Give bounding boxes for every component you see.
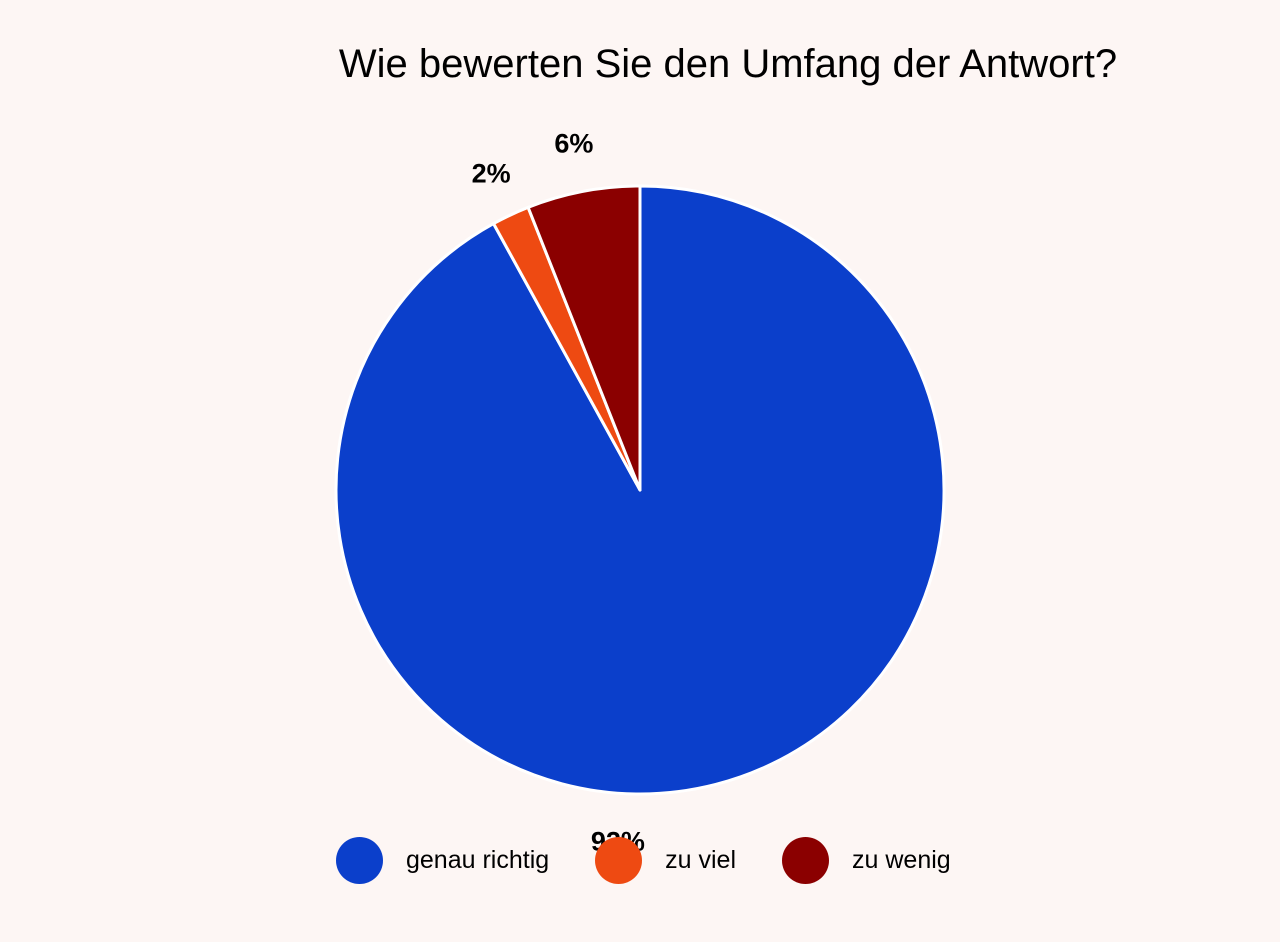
slice-label-zu-wenig: 6% (554, 128, 594, 159)
legend-label: zu wenig (852, 845, 951, 874)
chart-title: Wie bewerten Sie den Umfang der Antwort? (338, 42, 1118, 86)
slice-label-zu-viel: 2% (471, 158, 511, 189)
legend-swatch (336, 836, 383, 884)
legend-item-zu-wenig: zu wenig (782, 836, 951, 884)
legend-item-genau-richtig: genau richtig (336, 836, 550, 884)
legend-label: genau richtig (406, 845, 550, 874)
legend: genau richtig zu viel zu wenig (336, 836, 997, 884)
legend-swatch (782, 836, 830, 884)
legend-item-zu-viel: zu viel (595, 836, 737, 884)
legend-swatch (595, 836, 643, 884)
legend-label: zu viel (665, 845, 737, 874)
pie-slice-zu-wenig (526, 184, 642, 492)
